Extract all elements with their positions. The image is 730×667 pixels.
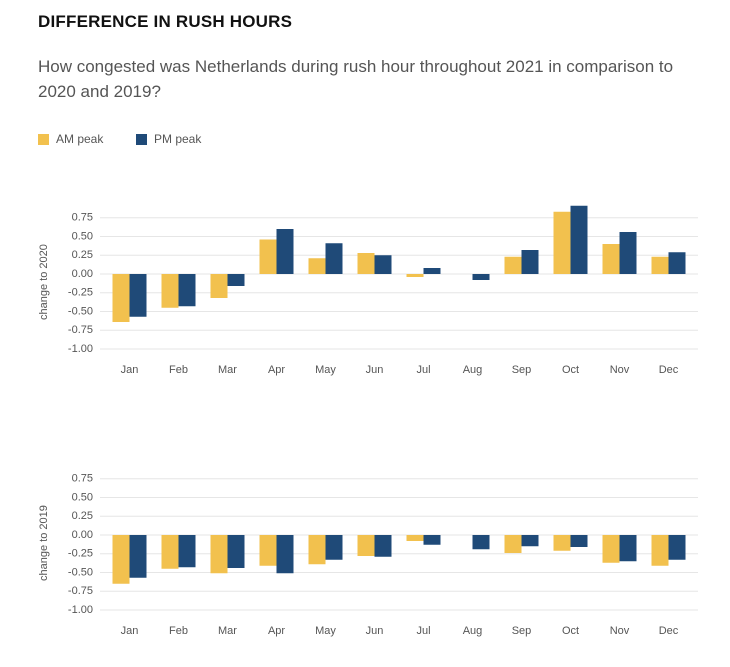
bar <box>357 535 375 556</box>
x-tick-label: Mar <box>218 625 237 637</box>
bar <box>374 255 392 274</box>
bar <box>406 535 424 541</box>
bar <box>423 535 441 545</box>
bar <box>259 239 277 274</box>
y-tick-label: -0.75 <box>68 585 93 597</box>
bar <box>259 535 277 566</box>
bar <box>521 535 539 547</box>
bar <box>129 535 147 578</box>
x-tick-label: Feb <box>169 364 188 376</box>
y-tick-label: -0.25 <box>68 287 93 299</box>
bar <box>668 252 686 274</box>
x-tick-label: Nov <box>610 364 630 376</box>
bar <box>406 274 424 277</box>
y-tick-label: -0.50 <box>68 566 93 578</box>
bar <box>668 535 686 560</box>
bar <box>553 211 571 274</box>
bar <box>504 535 522 553</box>
y-tick-label: -1.00 <box>68 604 93 616</box>
bar <box>112 535 130 584</box>
bar <box>651 256 669 274</box>
bar <box>325 535 343 560</box>
bar <box>472 535 490 550</box>
y-tick-label: 0.00 <box>72 268 93 280</box>
bar <box>357 253 375 274</box>
y-tick-label: 0.75 <box>72 212 93 224</box>
bar <box>504 256 522 274</box>
y-tick-label: -0.50 <box>68 305 93 317</box>
x-tick-label: Nov <box>610 625 630 637</box>
x-tick-label: Oct <box>562 625 579 637</box>
legend-item: PM peak <box>136 132 201 146</box>
y-tick-label: 0.25 <box>72 249 93 261</box>
bar <box>161 535 179 569</box>
bar <box>651 535 669 566</box>
y-tick-label: -0.75 <box>68 324 93 336</box>
y-tick-label: 0.75 <box>72 473 93 485</box>
bar <box>178 274 196 307</box>
bar <box>308 258 326 274</box>
y-tick-label: 0.50 <box>72 491 93 503</box>
x-tick-label: Sep <box>512 364 532 376</box>
bar <box>521 250 539 274</box>
bar <box>161 274 179 308</box>
y-tick-label: 0.50 <box>72 230 93 242</box>
bar <box>553 535 571 551</box>
bar <box>619 232 637 274</box>
x-tick-label: Apr <box>268 625 285 637</box>
bar <box>325 243 343 274</box>
y-tick-label: -1.00 <box>68 343 93 355</box>
bar <box>602 535 620 563</box>
y-axis-label: change to 2020 <box>38 244 50 320</box>
bar <box>276 229 294 274</box>
x-tick-label: Jul <box>416 625 430 637</box>
x-tick-label: Sep <box>512 625 532 637</box>
x-tick-label: Apr <box>268 364 285 376</box>
legend-label: AM peak <box>56 132 104 146</box>
y-tick-label: 0.25 <box>72 510 93 522</box>
bar <box>276 535 294 574</box>
x-tick-label: Jan <box>121 364 139 376</box>
bar <box>570 205 588 274</box>
x-tick-label: Jan <box>121 625 139 637</box>
x-tick-label: Mar <box>218 364 237 376</box>
bar <box>619 535 637 562</box>
x-tick-label: Feb <box>169 625 188 637</box>
bar <box>178 535 196 568</box>
bar <box>374 535 392 557</box>
x-tick-label: May <box>315 625 336 637</box>
x-tick-label: Aug <box>463 625 483 637</box>
y-axis-label: change to 2019 <box>38 505 50 581</box>
x-tick-label: Dec <box>659 364 679 376</box>
bar <box>129 274 147 317</box>
bar <box>602 244 620 274</box>
x-tick-label: Aug <box>463 364 483 376</box>
bar <box>472 274 490 280</box>
bar <box>227 274 245 286</box>
legend-label: PM peak <box>154 132 202 146</box>
bar <box>308 535 326 565</box>
y-tick-label: -0.25 <box>68 548 93 560</box>
bar <box>210 535 228 574</box>
page-title: DIFFERENCE IN RUSH HOURS <box>38 12 293 31</box>
y-tick-label: 0.00 <box>72 529 93 541</box>
bar <box>112 274 130 322</box>
legend-swatch <box>136 133 147 145</box>
legend-item: AM peak <box>38 132 103 146</box>
bar <box>227 535 245 568</box>
x-tick-label: Jul <box>416 364 430 376</box>
bar <box>570 535 588 547</box>
bar <box>210 274 228 298</box>
page-subtitle: How congested was Netherlands during rus… <box>38 57 674 101</box>
x-tick-label: Oct <box>562 364 579 376</box>
bar <box>423 268 441 274</box>
legend-swatch <box>38 133 49 145</box>
x-tick-label: May <box>315 364 336 376</box>
x-tick-label: Dec <box>659 625 679 637</box>
x-tick-label: Jun <box>366 625 384 637</box>
x-tick-label: Jun <box>366 364 384 376</box>
